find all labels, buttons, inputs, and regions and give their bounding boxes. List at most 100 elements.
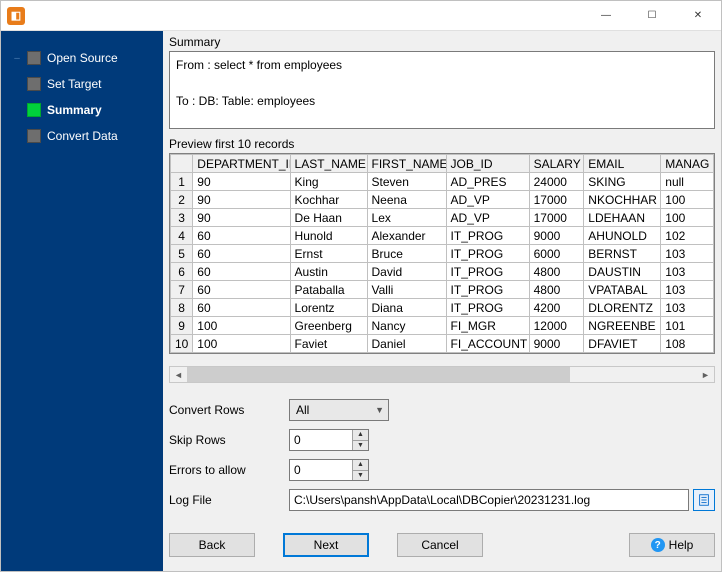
- column-header[interactable]: FIRST_NAME: [367, 155, 446, 173]
- table-cell[interactable]: Pataballa: [290, 281, 367, 299]
- maximize-button[interactable]: ☐: [629, 1, 675, 31]
- table-cell[interactable]: Daniel: [367, 335, 446, 353]
- table-cell[interactable]: Neena: [367, 191, 446, 209]
- table-row[interactable]: 190KingStevenAD_PRES24000SKINGnull: [171, 173, 714, 191]
- table-cell[interactable]: Kochhar: [290, 191, 367, 209]
- table-row[interactable]: 860LorentzDianaIT_PROG4200DLORENTZ103: [171, 299, 714, 317]
- table-cell[interactable]: 108: [661, 335, 714, 353]
- table-row[interactable]: 390De HaanLexAD_VP17000LDEHAAN100: [171, 209, 714, 227]
- sidebar-item-set-target[interactable]: Set Target: [1, 71, 163, 97]
- table-cell[interactable]: 4800: [529, 281, 584, 299]
- next-button[interactable]: Next: [283, 533, 369, 557]
- table-cell[interactable]: DAUSTIN: [584, 263, 661, 281]
- table-cell[interactable]: 12000: [529, 317, 584, 335]
- table-cell[interactable]: 102: [661, 227, 714, 245]
- table-cell[interactable]: 100: [193, 317, 290, 335]
- table-cell[interactable]: 9000: [529, 335, 584, 353]
- convert-rows-select[interactable]: All ▼: [289, 399, 389, 421]
- spin-up-icon[interactable]: ▲: [353, 430, 368, 441]
- table-cell[interactable]: AHUNOLD: [584, 227, 661, 245]
- errors-input[interactable]: [290, 460, 352, 480]
- table-cell[interactable]: IT_PROG: [446, 245, 529, 263]
- table-row[interactable]: 290KochharNeenaAD_VP17000NKOCHHAR100: [171, 191, 714, 209]
- table-cell[interactable]: Lex: [367, 209, 446, 227]
- table-cell[interactable]: AD_VP: [446, 209, 529, 227]
- table-cell[interactable]: AD_VP: [446, 191, 529, 209]
- table-cell[interactable]: BERNST: [584, 245, 661, 263]
- sidebar-item-open-source[interactable]: –Open Source: [1, 45, 163, 71]
- table-cell[interactable]: FI_ACCOUNT: [446, 335, 529, 353]
- spin-down-icon[interactable]: ▼: [353, 471, 368, 481]
- table-cell[interactable]: 90: [193, 209, 290, 227]
- table-row[interactable]: 9100GreenbergNancyFI_MGR12000NGREENBE101: [171, 317, 714, 335]
- table-cell[interactable]: 17000: [529, 209, 584, 227]
- sidebar-item-convert-data[interactable]: Convert Data: [1, 123, 163, 149]
- table-row[interactable]: 10100FavietDanielFI_ACCOUNT9000DFAVIET10…: [171, 335, 714, 353]
- table-cell[interactable]: LDEHAAN: [584, 209, 661, 227]
- table-cell[interactable]: King: [290, 173, 367, 191]
- table-cell[interactable]: NKOCHHAR: [584, 191, 661, 209]
- table-cell[interactable]: Hunold: [290, 227, 367, 245]
- column-header[interactable]: DEPARTMENT_ID: [193, 155, 290, 173]
- table-cell[interactable]: David: [367, 263, 446, 281]
- table-row[interactable]: 460HunoldAlexanderIT_PROG9000AHUNOLD102: [171, 227, 714, 245]
- table-cell[interactable]: 90: [193, 173, 290, 191]
- table-cell[interactable]: 9000: [529, 227, 584, 245]
- table-cell[interactable]: 100: [193, 335, 290, 353]
- spin-up-icon[interactable]: ▲: [353, 460, 368, 471]
- table-cell[interactable]: IT_PROG: [446, 281, 529, 299]
- scroll-left-icon[interactable]: ◄: [170, 367, 187, 382]
- table-cell[interactable]: 60: [193, 227, 290, 245]
- table-cell[interactable]: Greenberg: [290, 317, 367, 335]
- column-header[interactable]: JOB_ID: [446, 155, 529, 173]
- table-cell[interactable]: null: [661, 173, 714, 191]
- scroll-thumb[interactable]: [187, 367, 570, 382]
- table-cell[interactable]: SKING: [584, 173, 661, 191]
- column-header[interactable]: LAST_NAME: [290, 155, 367, 173]
- table-cell[interactable]: 60: [193, 281, 290, 299]
- horizontal-scrollbar[interactable]: ◄ ►: [169, 366, 715, 383]
- browse-log-button[interactable]: [693, 489, 715, 511]
- table-cell[interactable]: 103: [661, 299, 714, 317]
- table-cell[interactable]: 100: [661, 209, 714, 227]
- sidebar-item-summary[interactable]: Summary: [1, 97, 163, 123]
- table-row[interactable]: 560ErnstBruceIT_PROG6000BERNST103: [171, 245, 714, 263]
- table-cell[interactable]: 103: [661, 281, 714, 299]
- table-cell[interactable]: 101: [661, 317, 714, 335]
- scroll-right-icon[interactable]: ►: [697, 367, 714, 382]
- column-header[interactable]: SALARY: [529, 155, 584, 173]
- table-cell[interactable]: Steven: [367, 173, 446, 191]
- help-button[interactable]: ? Help: [629, 533, 715, 557]
- table-cell[interactable]: De Haan: [290, 209, 367, 227]
- table-cell[interactable]: 60: [193, 299, 290, 317]
- table-cell[interactable]: NGREENBE: [584, 317, 661, 335]
- skip-rows-input[interactable]: [290, 430, 352, 450]
- minimize-button[interactable]: —: [583, 1, 629, 31]
- skip-rows-spinner[interactable]: ▲ ▼: [289, 429, 369, 451]
- errors-spinner[interactable]: ▲ ▼: [289, 459, 369, 481]
- table-cell[interactable]: 60: [193, 263, 290, 281]
- table-cell[interactable]: 103: [661, 263, 714, 281]
- table-cell[interactable]: IT_PROG: [446, 263, 529, 281]
- table-cell[interactable]: 24000: [529, 173, 584, 191]
- log-file-input[interactable]: [289, 489, 689, 511]
- table-cell[interactable]: Lorentz: [290, 299, 367, 317]
- column-header[interactable]: MANAG: [661, 155, 714, 173]
- table-cell[interactable]: AD_PRES: [446, 173, 529, 191]
- table-cell[interactable]: 100: [661, 191, 714, 209]
- table-cell[interactable]: Ernst: [290, 245, 367, 263]
- table-cell[interactable]: IT_PROG: [446, 227, 529, 245]
- table-row[interactable]: 760PataballaValliIT_PROG4800VPATABAL103: [171, 281, 714, 299]
- table-cell[interactable]: 4200: [529, 299, 584, 317]
- table-cell[interactable]: 103: [661, 245, 714, 263]
- table-cell[interactable]: 17000: [529, 191, 584, 209]
- table-cell[interactable]: Faviet: [290, 335, 367, 353]
- table-cell[interactable]: 6000: [529, 245, 584, 263]
- column-header[interactable]: EMAIL: [584, 155, 661, 173]
- table-cell[interactable]: Bruce: [367, 245, 446, 263]
- spin-down-icon[interactable]: ▼: [353, 441, 368, 451]
- table-cell[interactable]: IT_PROG: [446, 299, 529, 317]
- table-cell[interactable]: 90: [193, 191, 290, 209]
- cancel-button[interactable]: Cancel: [397, 533, 483, 557]
- table-cell[interactable]: Austin: [290, 263, 367, 281]
